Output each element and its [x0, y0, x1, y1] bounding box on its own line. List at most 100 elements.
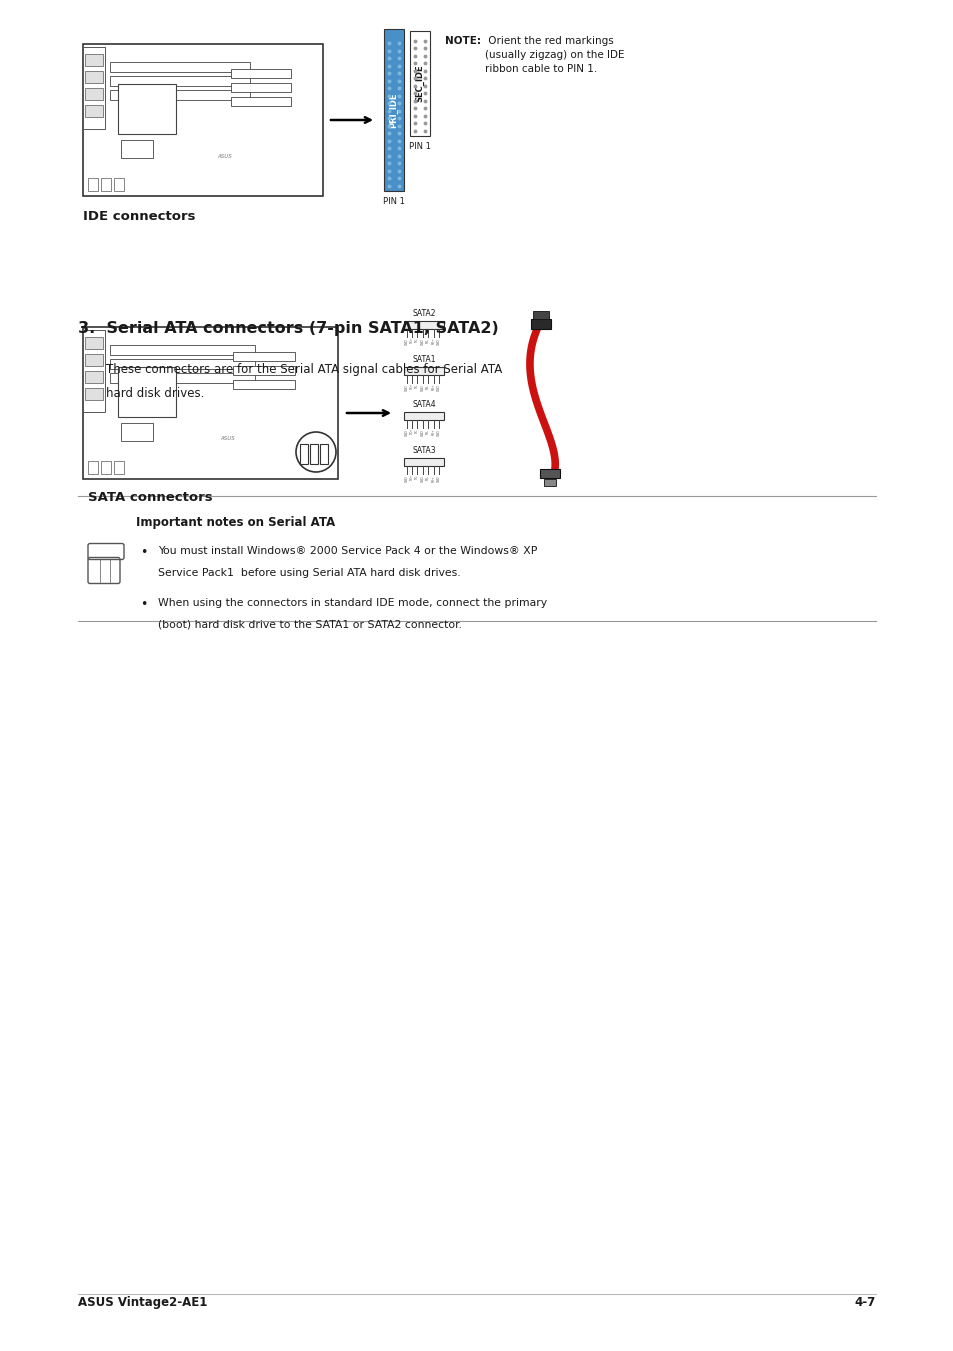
Text: Service Pack1  before using Serial ATA hard disk drives.: Service Pack1 before using Serial ATA ha… [158, 567, 460, 578]
Bar [310, 444, 317, 463]
Text: RX-: RX- [426, 430, 430, 434]
Bar [384, 28, 403, 190]
Bar [85, 388, 103, 400]
Text: RX+: RX+ [431, 338, 435, 345]
Bar [410, 31, 430, 136]
Bar [88, 461, 98, 474]
Text: GND: GND [436, 430, 440, 436]
Bar [113, 461, 124, 474]
Bar [110, 359, 254, 369]
Text: ASUS Vintage2-AE1: ASUS Vintage2-AE1 [78, 1296, 207, 1309]
Text: PIN 1: PIN 1 [409, 142, 431, 151]
Bar [403, 322, 443, 330]
Text: TX-: TX- [415, 384, 419, 389]
Bar [231, 69, 291, 78]
Text: IDE connectors: IDE connectors [83, 209, 195, 223]
Text: RX-: RX- [426, 476, 430, 480]
Bar [543, 480, 556, 486]
Bar [231, 97, 291, 105]
Bar [403, 412, 443, 420]
Text: GND: GND [436, 384, 440, 390]
Text: NOTE:: NOTE: [444, 36, 480, 46]
Bar [118, 367, 175, 417]
Text: GND: GND [404, 476, 408, 482]
Text: GND: GND [436, 476, 440, 482]
Text: •: • [140, 546, 147, 559]
Text: 3.  Serial ATA connectors (7-pin SATA1, SATA2): 3. Serial ATA connectors (7-pin SATA1, S… [78, 322, 498, 336]
Text: TX+: TX+ [410, 476, 414, 481]
Bar [110, 373, 254, 382]
Text: GND: GND [420, 338, 424, 345]
Bar [110, 91, 250, 100]
Bar [88, 178, 98, 190]
Bar [231, 82, 291, 92]
Text: GND: GND [404, 430, 408, 436]
Text: GND: GND [404, 338, 408, 345]
Bar [85, 54, 103, 66]
Text: TX+: TX+ [410, 430, 414, 435]
Text: SATA connectors: SATA connectors [88, 490, 213, 504]
Text: TX-: TX- [415, 476, 419, 480]
Bar [83, 327, 337, 480]
Bar [110, 76, 250, 86]
Text: GND: GND [420, 430, 424, 436]
Bar [539, 469, 559, 478]
Text: SATA3: SATA3 [412, 446, 436, 455]
Text: SATA1: SATA1 [412, 355, 436, 363]
Bar [85, 336, 103, 349]
Text: SEC_IDE: SEC_IDE [415, 65, 424, 103]
Text: Important notes on Serial ATA: Important notes on Serial ATA [136, 516, 335, 530]
Bar [403, 367, 443, 376]
Text: ASUS: ASUS [217, 154, 233, 158]
Text: When using the connectors in standard IDE mode, connect the primary: When using the connectors in standard ID… [158, 598, 547, 608]
Bar [233, 366, 294, 376]
Bar [299, 444, 308, 463]
Bar [85, 372, 103, 382]
Bar [85, 88, 103, 100]
Text: RX+: RX+ [431, 476, 435, 481]
Bar [85, 354, 103, 366]
Text: GND: GND [404, 384, 408, 390]
Text: You must install Windows® 2000 Service Pack 4 or the Windows® XP: You must install Windows® 2000 Service P… [158, 546, 537, 557]
Bar [403, 458, 443, 466]
Bar [85, 72, 103, 82]
Bar [83, 47, 105, 128]
Text: 4-7: 4-7 [854, 1296, 875, 1309]
Text: SATA2: SATA2 [412, 309, 436, 317]
Text: hard disk drives.: hard disk drives. [106, 386, 204, 400]
Bar [85, 105, 103, 118]
Text: GND: GND [420, 384, 424, 390]
Text: These connectors are for the Serial ATA signal cables for Serial ATA: These connectors are for the Serial ATA … [106, 363, 501, 376]
Bar [110, 62, 250, 72]
Text: ASUS: ASUS [220, 436, 235, 442]
Bar [83, 330, 105, 412]
Text: TX-: TX- [415, 338, 419, 343]
Bar [319, 444, 328, 463]
Bar [83, 45, 323, 196]
Bar [533, 311, 548, 319]
Bar [233, 353, 294, 361]
Text: RX+: RX+ [431, 430, 435, 435]
Text: TX+: TX+ [410, 338, 414, 345]
Bar [118, 84, 175, 134]
Text: RX-: RX- [426, 338, 430, 343]
Bar [531, 319, 551, 330]
Text: PRI_IDE: PRI_IDE [389, 92, 398, 128]
Bar [113, 178, 124, 190]
Bar [121, 141, 152, 158]
Text: GND: GND [420, 476, 424, 482]
Text: PIN 1: PIN 1 [383, 197, 404, 205]
Text: GND: GND [436, 338, 440, 345]
Text: TX-: TX- [415, 430, 419, 434]
Bar [110, 345, 254, 355]
Text: RX-: RX- [426, 384, 430, 389]
Bar [233, 380, 294, 389]
Text: RX+: RX+ [431, 384, 435, 390]
Text: •: • [140, 598, 147, 611]
Bar [101, 461, 111, 474]
Text: TX+: TX+ [410, 384, 414, 390]
Text: Orient the red markings
(usually zigzag) on the IDE
ribbon cable to PIN 1.: Orient the red markings (usually zigzag)… [484, 36, 624, 74]
Text: (boot) hard disk drive to the SATA1 or SATA2 connector.: (boot) hard disk drive to the SATA1 or S… [158, 620, 461, 630]
Text: SATA4: SATA4 [412, 400, 436, 409]
Bar [101, 178, 111, 190]
